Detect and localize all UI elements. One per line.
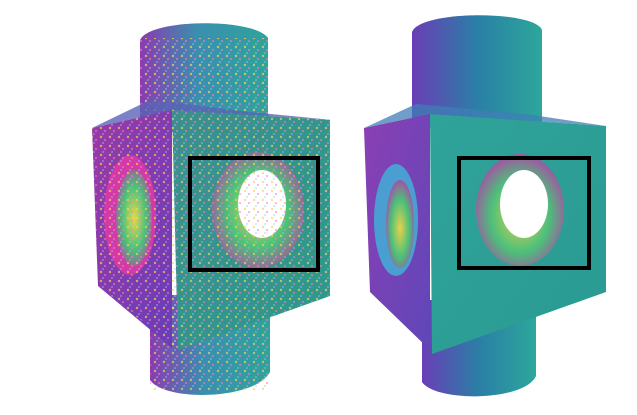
noisy-cube-top-face <box>92 100 330 128</box>
noisy-zoom-box <box>188 156 320 272</box>
denoised-front-hole <box>500 170 548 238</box>
noisy-shape-svg <box>92 23 330 395</box>
denoised-left-hole <box>386 180 414 268</box>
denoised-cube-top-face <box>364 104 606 128</box>
denoised-top-cylinder <box>412 15 542 128</box>
noisy-point-cloud <box>92 23 330 395</box>
noisy-cube-noise <box>92 110 330 350</box>
denoised-zoom-box <box>457 156 591 270</box>
denoised-point-cloud <box>330 0 637 415</box>
denoised-shape-svg <box>364 15 606 397</box>
